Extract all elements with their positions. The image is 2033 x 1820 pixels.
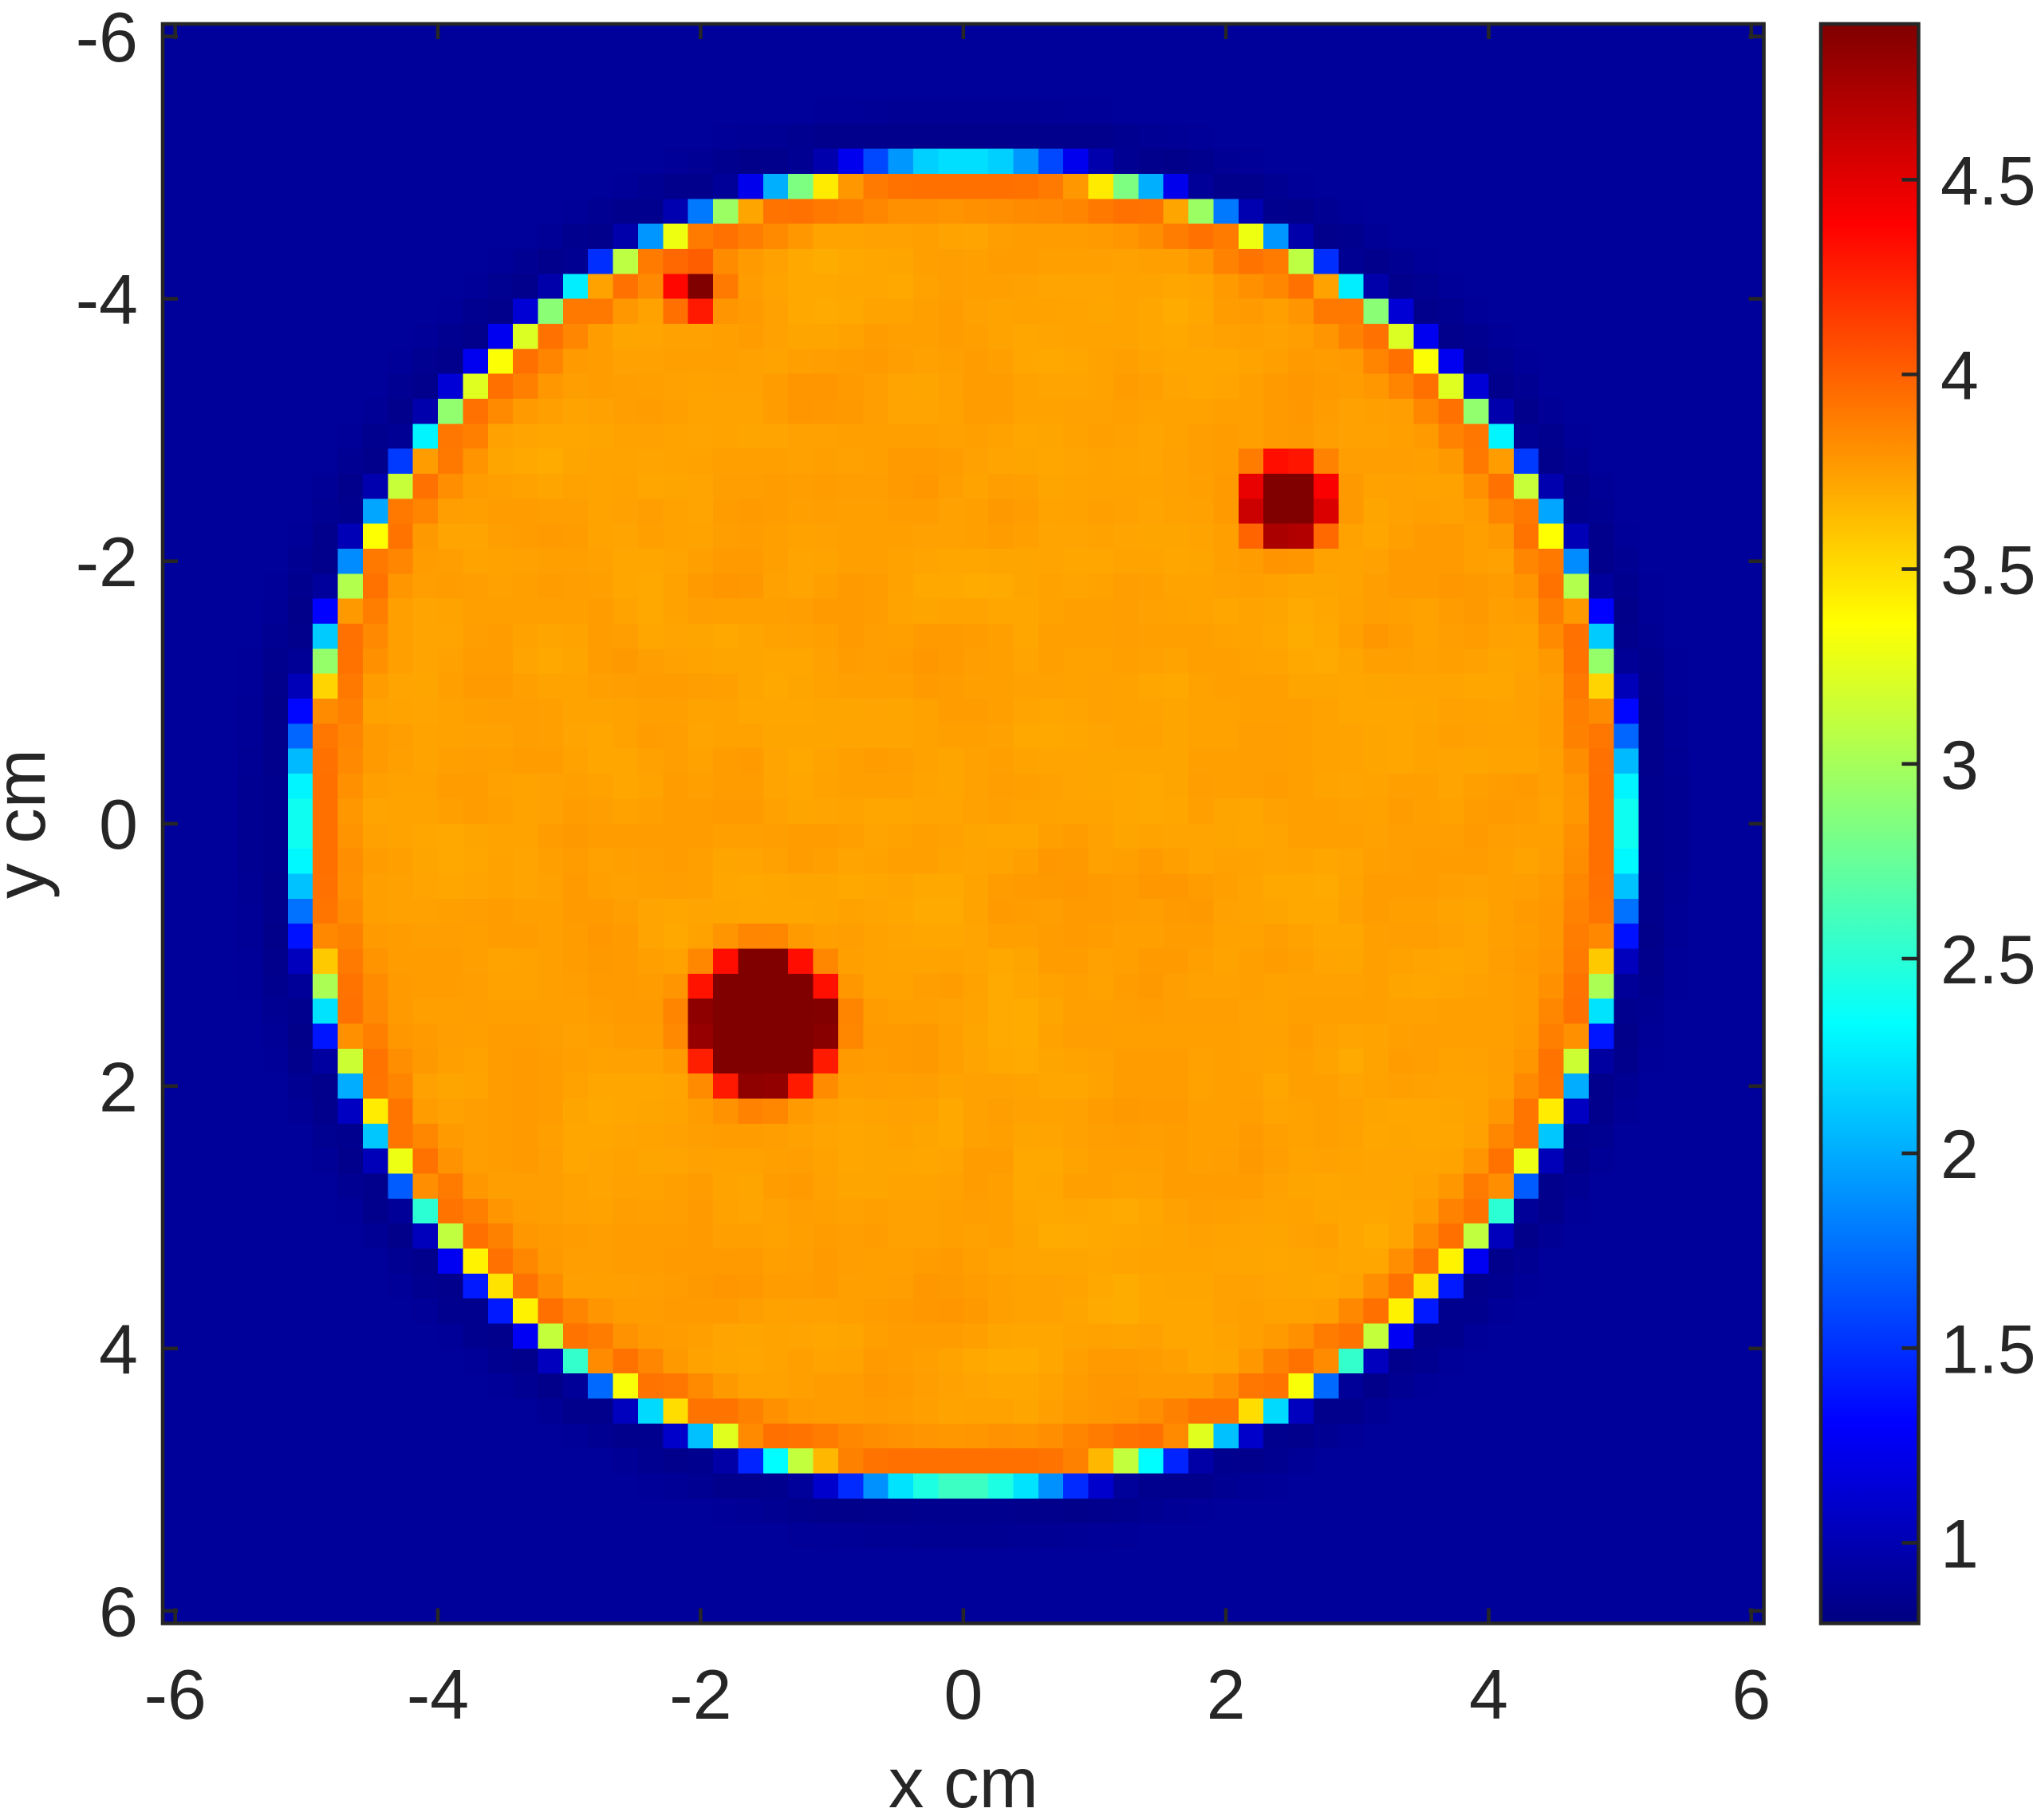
svg-text:2: 2: [1207, 1655, 1246, 1734]
svg-text:4.5: 4.5: [1940, 143, 2033, 219]
svg-text:2: 2: [99, 1047, 138, 1126]
svg-text:-2: -2: [669, 1655, 731, 1734]
svg-text:4: 4: [1940, 338, 1979, 415]
svg-text:x cm: x cm: [888, 1743, 1038, 1820]
svg-text:-6: -6: [76, 0, 138, 77]
svg-text:3: 3: [1940, 727, 1979, 804]
svg-text:1.5: 1.5: [1940, 1311, 2033, 1388]
svg-text:2.5: 2.5: [1940, 922, 2033, 999]
svg-text:2: 2: [1940, 1117, 1979, 1193]
svg-text:1: 1: [1940, 1506, 1979, 1582]
svg-text:4: 4: [1469, 1655, 1508, 1734]
svg-text:3.5: 3.5: [1940, 533, 2033, 609]
svg-text:-6: -6: [144, 1655, 207, 1734]
svg-text:6: 6: [1732, 1655, 1771, 1734]
svg-text:-2: -2: [76, 522, 138, 601]
svg-text:-4: -4: [76, 260, 138, 339]
svg-text:0: 0: [99, 785, 138, 864]
svg-text:6: 6: [99, 1572, 138, 1651]
svg-text:y cm: y cm: [0, 749, 60, 899]
svg-text:0: 0: [944, 1655, 983, 1734]
svg-text:4: 4: [99, 1310, 138, 1389]
svg-text:-4: -4: [407, 1655, 469, 1734]
